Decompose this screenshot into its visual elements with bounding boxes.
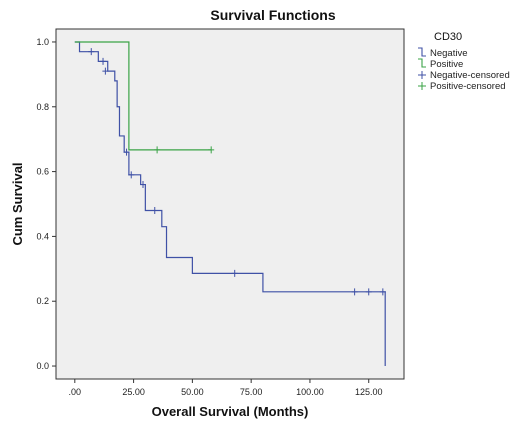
legend-step-marker xyxy=(418,58,426,68)
legend-item-label: Positive-censored xyxy=(430,81,506,92)
y-axis: 0.0 0.2 0.4 0.6 0.8 1.0 xyxy=(36,37,56,371)
censor-mark xyxy=(151,206,158,214)
y-tick-label: 0.8 xyxy=(36,102,49,112)
legend-plus-marker xyxy=(418,71,426,79)
legend: CD30 NegativePositiveNegative-censoredPo… xyxy=(418,31,510,92)
censor-mark xyxy=(365,288,372,296)
y-axis-label: Cum Survival xyxy=(10,162,25,245)
legend-title: CD30 xyxy=(434,31,462,43)
censor-mark xyxy=(379,288,386,296)
legend-plus-marker xyxy=(418,82,426,90)
legend-item-label: Positive xyxy=(430,59,463,70)
censor-mark xyxy=(208,146,215,154)
legend-item-label: Negative-censored xyxy=(430,70,510,81)
censor-mark xyxy=(128,171,135,179)
x-tick-label: 50.00 xyxy=(181,387,204,397)
x-tick-label: 100.00 xyxy=(296,387,324,397)
y-tick-label: 1.0 xyxy=(36,37,49,47)
x-tick-label: .00 xyxy=(69,387,82,397)
y-tick-label: 0.2 xyxy=(36,296,49,306)
censor-mark xyxy=(123,148,130,156)
censor-mark xyxy=(351,288,358,296)
x-axis: .00 25.00 50.00 75.00 100.00 125.00 xyxy=(69,379,383,397)
x-tick-label: 125.00 xyxy=(355,387,383,397)
censor-layer xyxy=(88,48,386,296)
x-tick-label: 75.00 xyxy=(240,387,263,397)
y-tick-label: 0.4 xyxy=(36,231,49,241)
censor-mark xyxy=(140,181,146,189)
series-layer xyxy=(74,41,386,367)
legend-item-label: Negative xyxy=(430,48,468,59)
legend-step-marker xyxy=(418,47,426,57)
censor-mark xyxy=(100,57,107,65)
censor-mark xyxy=(154,146,161,154)
chart-title: Survival Functions xyxy=(210,7,335,23)
y-tick-label: 0.0 xyxy=(36,361,49,371)
plot-area xyxy=(55,28,405,380)
x-tick-label: 25.00 xyxy=(122,387,145,397)
censor-mark xyxy=(102,67,109,75)
series-line-positive xyxy=(74,41,212,151)
series-line-negative xyxy=(74,41,386,367)
x-axis-label: Overall Survival (Months) xyxy=(152,404,309,419)
censor-mark xyxy=(231,269,238,277)
y-tick-label: 0.6 xyxy=(36,167,49,177)
censor-mark xyxy=(88,48,95,56)
